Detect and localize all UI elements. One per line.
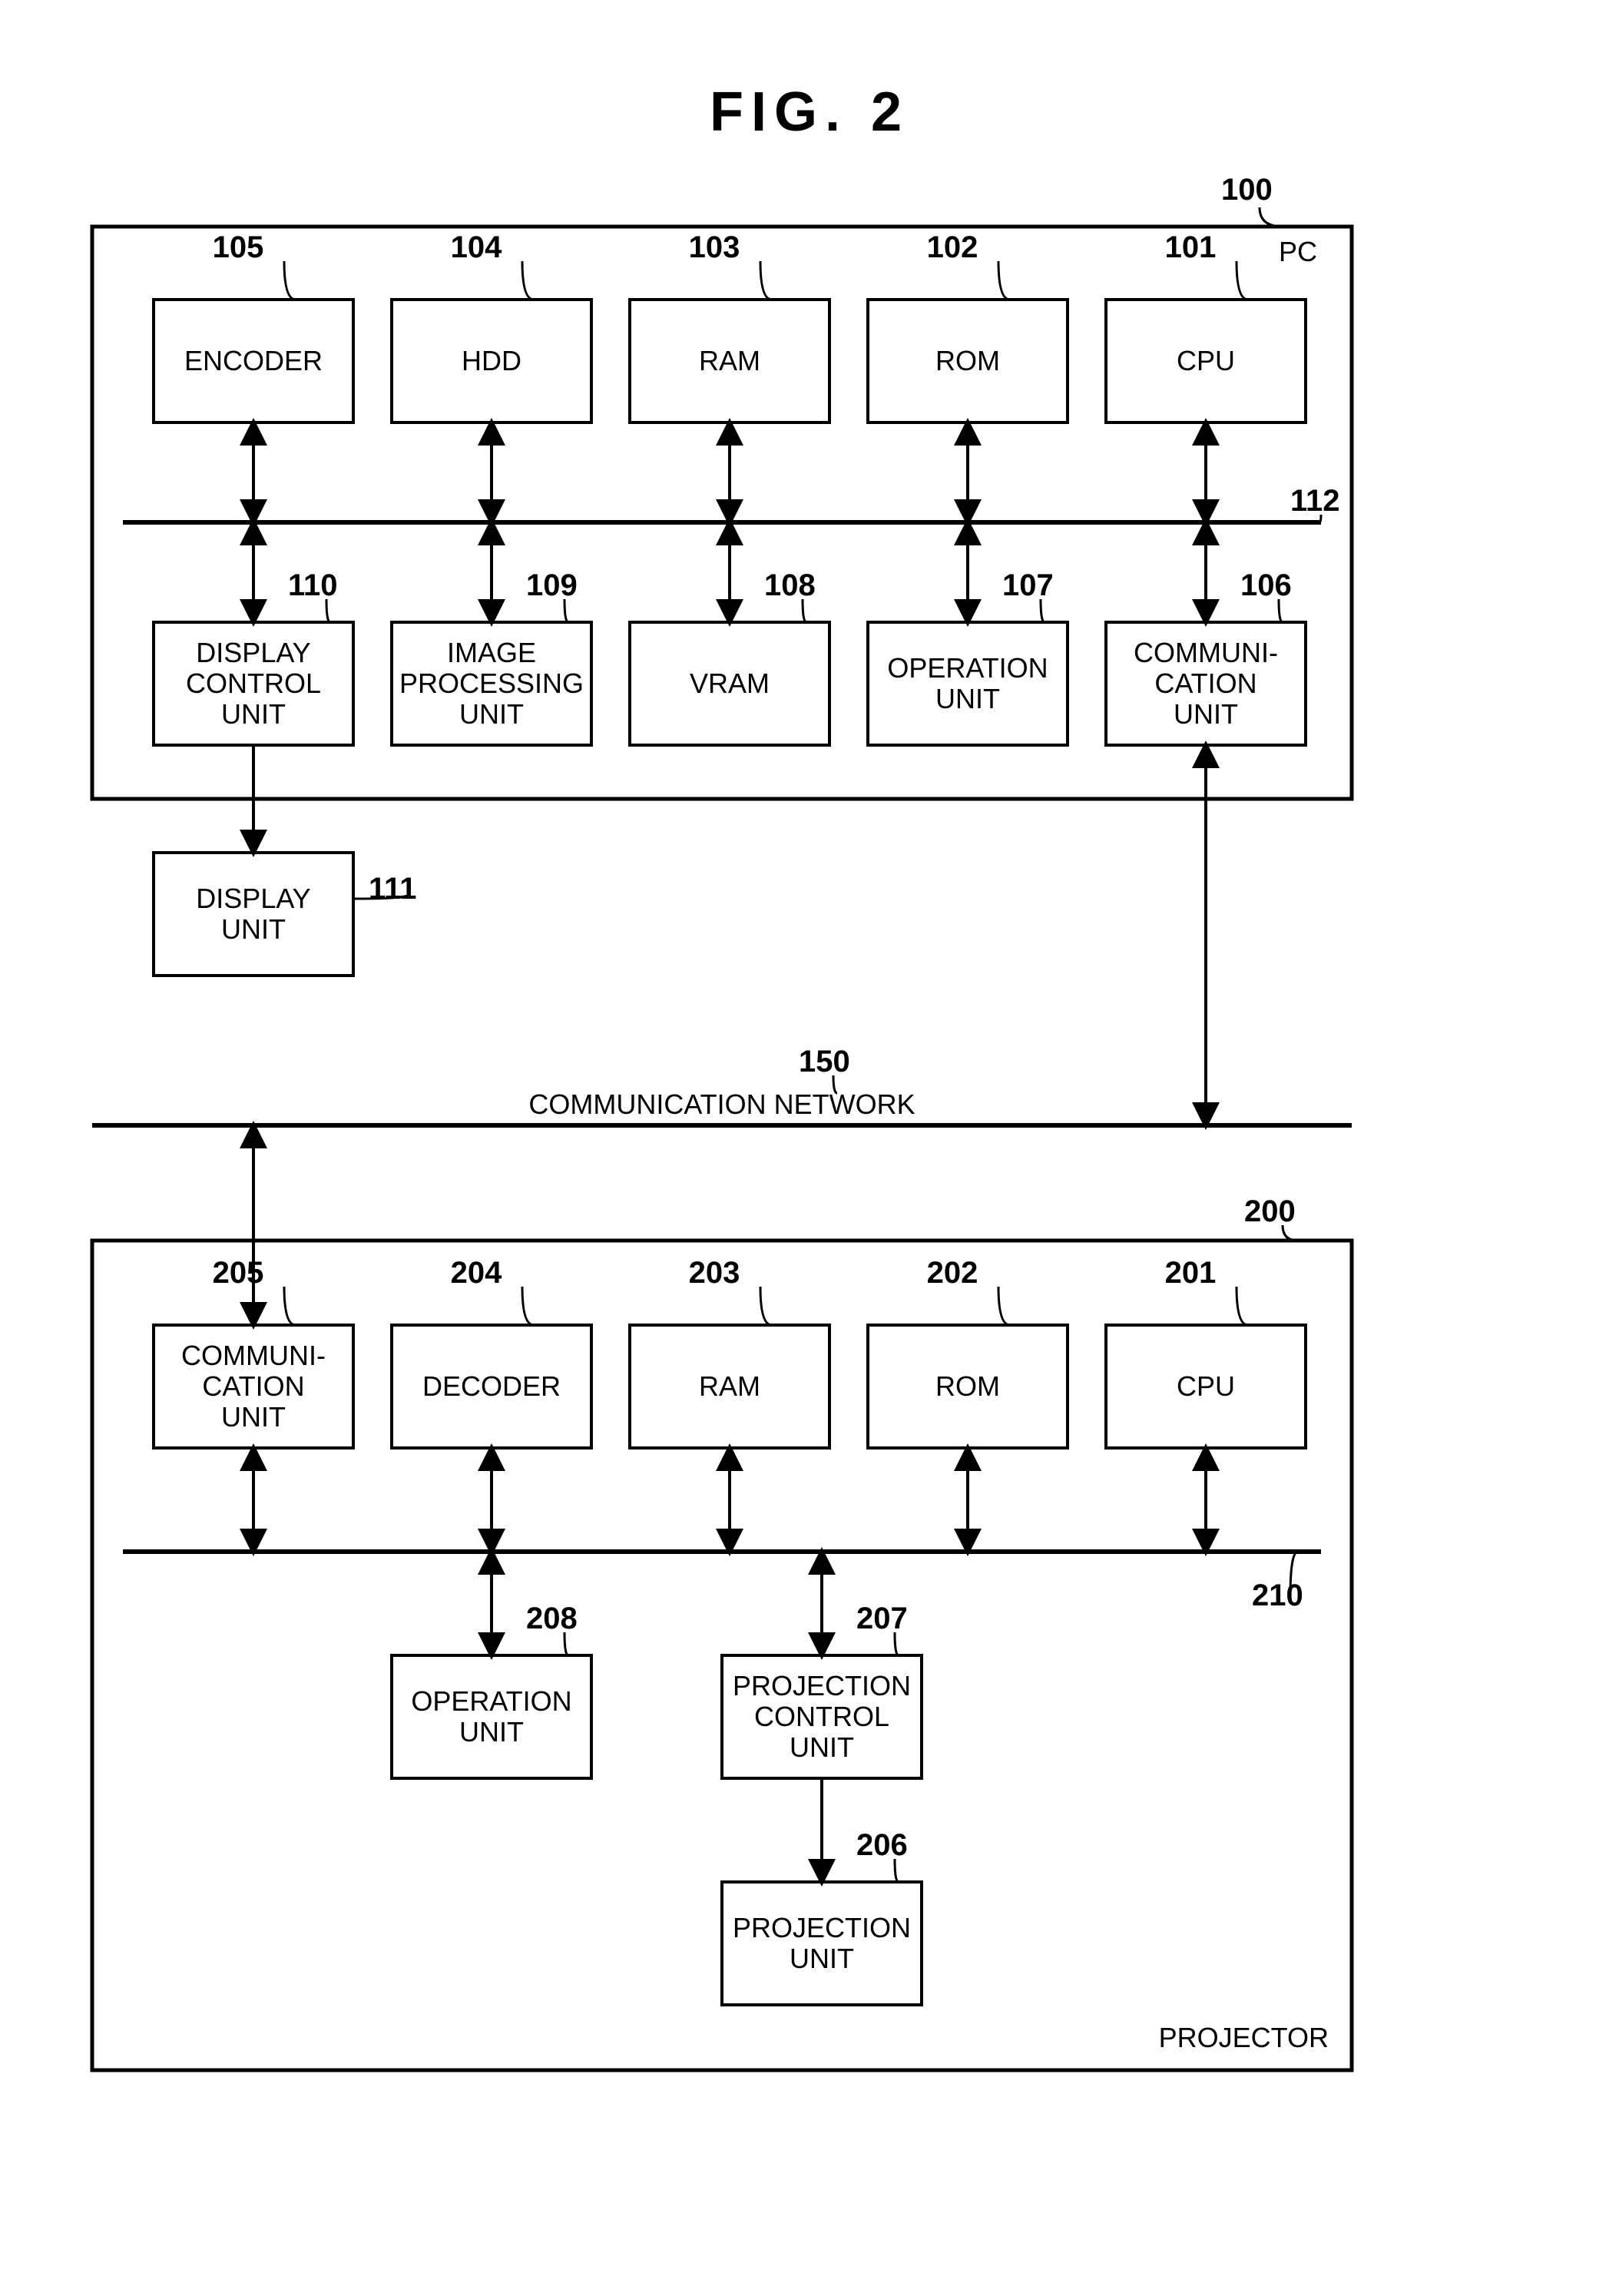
svg-text:105: 105	[213, 230, 264, 264]
svg-text:109: 109	[526, 568, 578, 602]
svg-text:UNIT: UNIT	[790, 1943, 854, 1974]
svg-text:103: 103	[689, 230, 740, 264]
svg-text:102: 102	[927, 230, 978, 264]
svg-text:RAM: RAM	[699, 1370, 760, 1402]
svg-text:107: 107	[1002, 568, 1054, 602]
svg-text:207: 207	[856, 1602, 908, 1635]
svg-text:203: 203	[689, 1256, 740, 1290]
svg-text:IMAGE: IMAGE	[447, 637, 536, 668]
svg-text:PROJECTION: PROJECTION	[733, 1670, 911, 1701]
svg-text:112: 112	[1290, 484, 1340, 518]
svg-text:100: 100	[1221, 173, 1273, 207]
svg-text:106: 106	[1240, 568, 1292, 602]
svg-text:CONTROL: CONTROL	[186, 668, 321, 699]
svg-text:201: 201	[1165, 1256, 1217, 1290]
svg-text:UNIT: UNIT	[1174, 698, 1238, 730]
svg-text:ENCODER: ENCODER	[184, 345, 323, 376]
svg-text:110: 110	[288, 568, 338, 602]
svg-text:PROCESSING: PROCESSING	[399, 668, 584, 699]
svg-text:COMMUNI-: COMMUNI-	[181, 1340, 326, 1371]
svg-text:UNIT: UNIT	[221, 1401, 286, 1433]
svg-text:OPERATION: OPERATION	[411, 1685, 571, 1717]
svg-text:ROM: ROM	[935, 345, 1000, 376]
svg-text:PROJECTOR: PROJECTOR	[1159, 2022, 1329, 2053]
svg-text:COMMUNICATION NETWORK: COMMUNICATION NETWORK	[528, 1088, 915, 1120]
svg-text:UNIT: UNIT	[459, 1716, 524, 1748]
svg-text:204: 204	[451, 1256, 502, 1290]
svg-text:205: 205	[213, 1256, 264, 1290]
svg-text:CONTROL: CONTROL	[754, 1701, 889, 1732]
svg-text:UNIT: UNIT	[221, 913, 286, 945]
svg-text:CATION: CATION	[202, 1370, 304, 1402]
svg-text:200: 200	[1244, 1194, 1296, 1228]
svg-text:208: 208	[526, 1602, 578, 1635]
svg-text:101: 101	[1165, 230, 1217, 264]
svg-text:DISPLAY: DISPLAY	[196, 883, 310, 914]
svg-text:CPU: CPU	[1177, 1370, 1235, 1402]
svg-text:111: 111	[369, 872, 416, 906]
svg-text:210: 210	[1252, 1579, 1303, 1612]
svg-text:ROM: ROM	[935, 1370, 1000, 1402]
svg-text:UNIT: UNIT	[459, 698, 524, 730]
svg-text:DECODER: DECODER	[422, 1370, 561, 1402]
svg-text:RAM: RAM	[699, 345, 760, 376]
svg-text:CPU: CPU	[1177, 345, 1235, 376]
svg-text:202: 202	[927, 1256, 978, 1290]
svg-text:COMMUNI-: COMMUNI-	[1134, 637, 1278, 668]
svg-text:VRAM: VRAM	[690, 668, 770, 699]
svg-text:PROJECTION: PROJECTION	[733, 1912, 911, 1943]
block-diagram: FIG. 2 PC100 ENCODER 105 HDD 104 RAM 103 ROM 102 C…	[0, 0, 1619, 2296]
svg-text:UNIT: UNIT	[790, 1731, 854, 1763]
svg-text:OPERATION: OPERATION	[887, 652, 1048, 684]
svg-text:CATION: CATION	[1154, 668, 1256, 699]
svg-text:206: 206	[856, 1828, 908, 1862]
svg-text:150: 150	[799, 1045, 850, 1078]
svg-text:108: 108	[764, 568, 816, 602]
svg-text:104: 104	[451, 230, 502, 264]
svg-text:FIG. 2: FIG. 2	[710, 81, 909, 143]
svg-text:HDD: HDD	[462, 345, 521, 376]
svg-text:UNIT: UNIT	[221, 698, 286, 730]
svg-text:PC: PC	[1279, 236, 1317, 267]
svg-text:UNIT: UNIT	[935, 683, 1000, 714]
svg-text:DISPLAY: DISPLAY	[196, 637, 310, 668]
